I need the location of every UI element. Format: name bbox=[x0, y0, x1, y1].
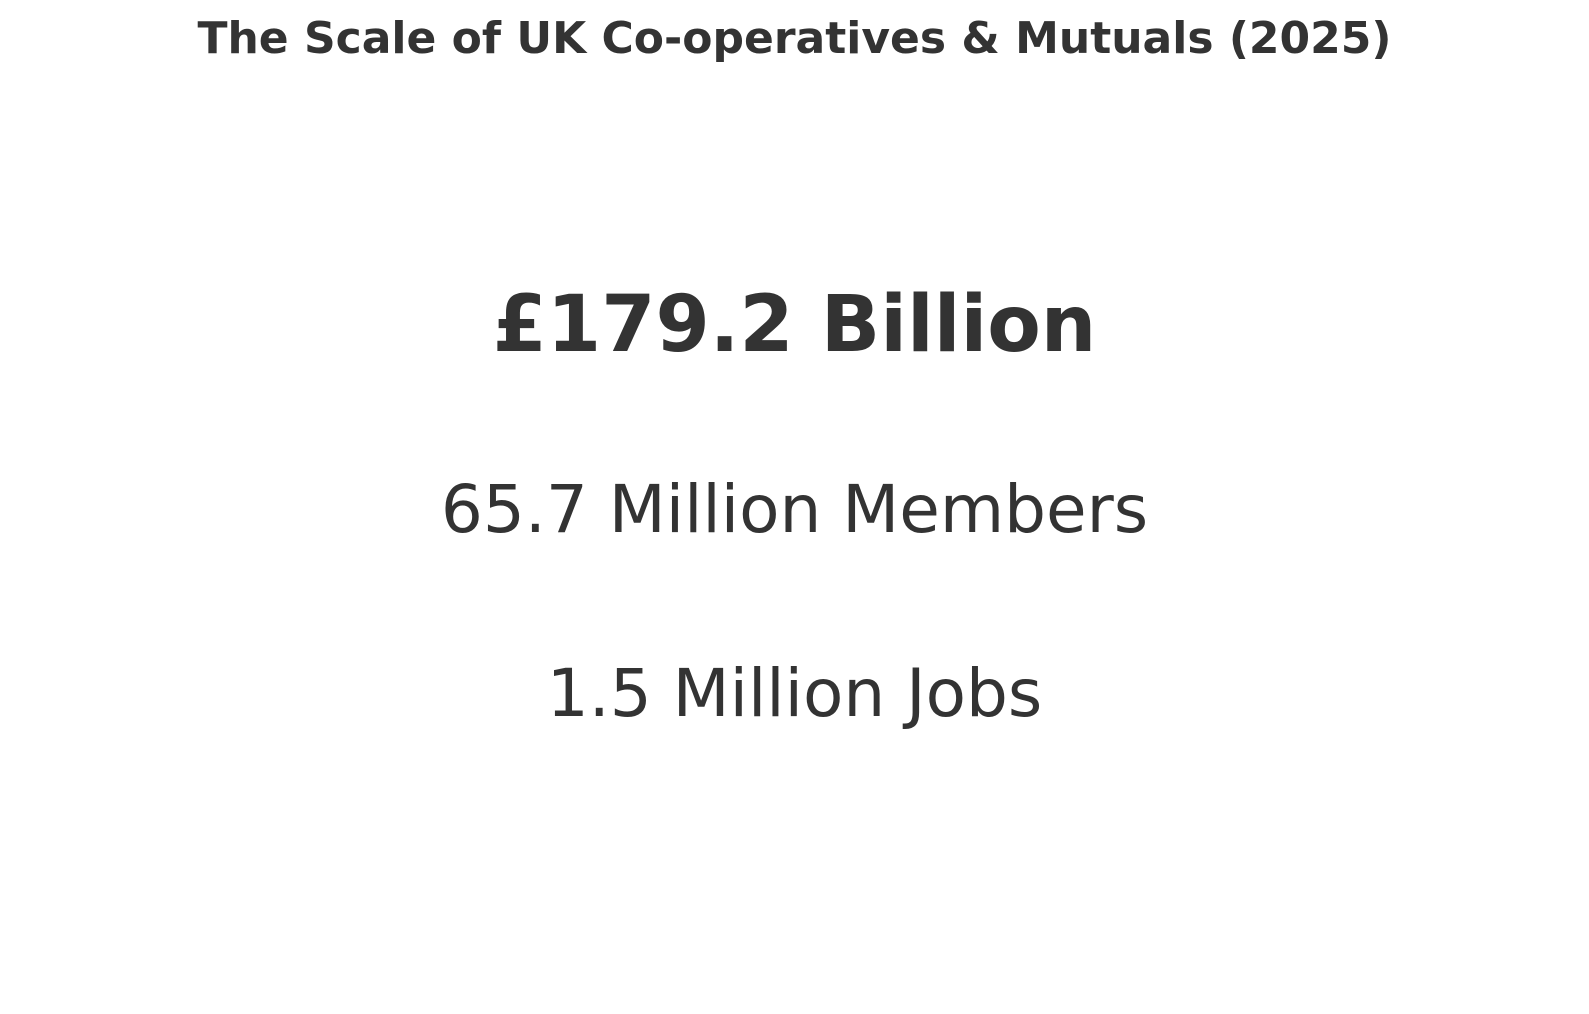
stat-members: 65.7 Million Members bbox=[440, 471, 1149, 548]
stat-turnover: £179.2 Billion bbox=[492, 280, 1097, 370]
chart-title: The Scale of UK Co-operatives & Mutuals … bbox=[197, 13, 1392, 64]
stat-jobs: 1.5 Million Jobs bbox=[546, 655, 1043, 732]
